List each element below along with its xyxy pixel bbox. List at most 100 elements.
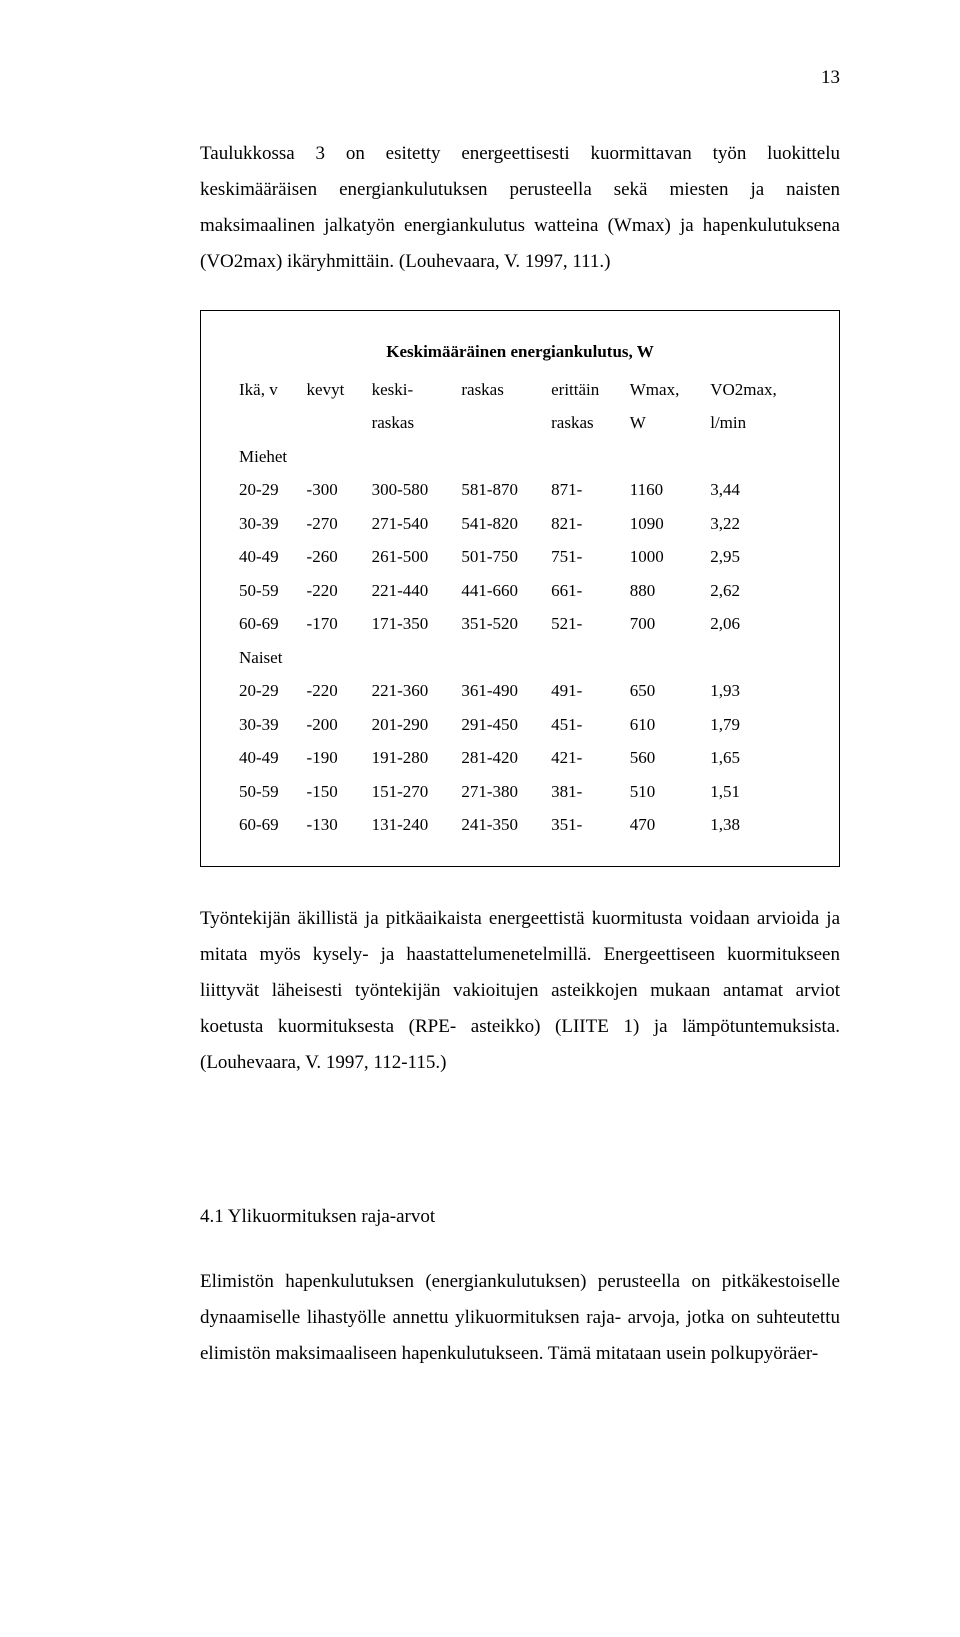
men-cell: 50-59 bbox=[233, 574, 301, 608]
table-header-row-2: raskas raskas W l/min bbox=[233, 406, 807, 440]
women-cell: 1,65 bbox=[704, 741, 807, 775]
women-cell: 271-380 bbox=[455, 775, 545, 809]
men-cell: 541-820 bbox=[455, 507, 545, 541]
hdr-heavy: raskas bbox=[455, 373, 545, 407]
energy-table: Ikä, v kevyt keski- raskas erittäin Wmax… bbox=[233, 373, 807, 842]
women-cell: 421- bbox=[545, 741, 624, 775]
women-cell: 201-290 bbox=[366, 708, 456, 742]
men-row: 20-29-300300-580581-870871-11603,44 bbox=[233, 473, 807, 507]
women-cell: 1,93 bbox=[704, 674, 807, 708]
women-cell: 291-450 bbox=[455, 708, 545, 742]
men-cell: 751- bbox=[545, 540, 624, 574]
women-cell: 1,79 bbox=[704, 708, 807, 742]
men-cell: 2,62 bbox=[704, 574, 807, 608]
men-cell: 501-750 bbox=[455, 540, 545, 574]
women-cell: 1,51 bbox=[704, 775, 807, 809]
hdr-wmax: Wmax, bbox=[624, 373, 704, 407]
men-cell: 871- bbox=[545, 473, 624, 507]
men-cell: 351-520 bbox=[455, 607, 545, 641]
women-cell: 650 bbox=[624, 674, 704, 708]
men-cell: 221-440 bbox=[366, 574, 456, 608]
men-row: 50-59-220221-440441-660661-8802,62 bbox=[233, 574, 807, 608]
women-cell: 281-420 bbox=[455, 741, 545, 775]
hdr-light: kevyt bbox=[301, 373, 366, 407]
paragraph-methods: Työntekijän äkillistä ja pitkäaikaista e… bbox=[200, 901, 840, 1081]
men-cell: 30-39 bbox=[233, 507, 301, 541]
men-cell: 700 bbox=[624, 607, 704, 641]
women-cell: 610 bbox=[624, 708, 704, 742]
men-cell: 661- bbox=[545, 574, 624, 608]
men-cell: -270 bbox=[301, 507, 366, 541]
men-cell: 441-660 bbox=[455, 574, 545, 608]
women-label-row: Naiset bbox=[233, 641, 807, 675]
men-cell: 521- bbox=[545, 607, 624, 641]
women-cell: 151-270 bbox=[366, 775, 456, 809]
paragraph-intro: Taulukkossa 3 on esitetty energeettisest… bbox=[200, 136, 840, 280]
women-cell: 221-360 bbox=[366, 674, 456, 708]
hdr-vo2max: VO2max, bbox=[704, 373, 807, 407]
men-cell: 300-580 bbox=[366, 473, 456, 507]
men-cell: 1090 bbox=[624, 507, 704, 541]
women-row: 30-39-200201-290291-450451-6101,79 bbox=[233, 708, 807, 742]
women-cell: 510 bbox=[624, 775, 704, 809]
men-cell: 261-500 bbox=[366, 540, 456, 574]
page-number: 13 bbox=[200, 60, 840, 96]
men-cell: 2,95 bbox=[704, 540, 807, 574]
men-cell: -300 bbox=[301, 473, 366, 507]
men-cell: 20-29 bbox=[233, 473, 301, 507]
hdr-vo2max-2: l/min bbox=[704, 406, 807, 440]
men-cell: 880 bbox=[624, 574, 704, 608]
women-cell: 241-350 bbox=[455, 808, 545, 842]
women-cell: 491- bbox=[545, 674, 624, 708]
women-cell: 40-49 bbox=[233, 741, 301, 775]
men-cell: 2,06 bbox=[704, 607, 807, 641]
hdr-very: erittäin bbox=[545, 373, 624, 407]
women-cell: -200 bbox=[301, 708, 366, 742]
men-cell: -220 bbox=[301, 574, 366, 608]
women-cell: 560 bbox=[624, 741, 704, 775]
women-cell: 20-29 bbox=[233, 674, 301, 708]
women-cell: 191-280 bbox=[366, 741, 456, 775]
hdr-medium-2: raskas bbox=[366, 406, 456, 440]
women-row: 60-69-130131-240241-350351-4701,38 bbox=[233, 808, 807, 842]
men-cell: -260 bbox=[301, 540, 366, 574]
women-label: Naiset bbox=[233, 641, 807, 675]
women-cell: 30-39 bbox=[233, 708, 301, 742]
women-cell: 131-240 bbox=[366, 808, 456, 842]
men-row: 30-39-270271-540541-820821-10903,22 bbox=[233, 507, 807, 541]
men-cell: 60-69 bbox=[233, 607, 301, 641]
hdr-blank1 bbox=[233, 406, 301, 440]
subheading-4-1: 4.1 Ylikuormituksen raja-arvot bbox=[200, 1199, 840, 1235]
women-cell: -220 bbox=[301, 674, 366, 708]
women-cell: 1,38 bbox=[704, 808, 807, 842]
table-title: Keskimääräinen energiankulutus, W bbox=[233, 339, 807, 365]
women-cell: 361-490 bbox=[455, 674, 545, 708]
women-row: 50-59-150151-270271-380381-5101,51 bbox=[233, 775, 807, 809]
women-cell: 451- bbox=[545, 708, 624, 742]
men-cell: 3,44 bbox=[704, 473, 807, 507]
women-row: 40-49-190191-280281-420421-5601,65 bbox=[233, 741, 807, 775]
women-cell: 351- bbox=[545, 808, 624, 842]
men-row: 40-49-260261-500501-750751-10002,95 bbox=[233, 540, 807, 574]
women-cell: 50-59 bbox=[233, 775, 301, 809]
hdr-wmax-2: W bbox=[624, 406, 704, 440]
women-cell: -190 bbox=[301, 741, 366, 775]
women-cell: 60-69 bbox=[233, 808, 301, 842]
women-cell: -130 bbox=[301, 808, 366, 842]
men-cell: 171-350 bbox=[366, 607, 456, 641]
hdr-medium: keski- bbox=[366, 373, 456, 407]
hdr-very-2: raskas bbox=[545, 406, 624, 440]
women-cell: 470 bbox=[624, 808, 704, 842]
hdr-blank3 bbox=[455, 406, 545, 440]
hdr-blank2 bbox=[301, 406, 366, 440]
hdr-age: Ikä, v bbox=[233, 373, 301, 407]
energy-table-container: Keskimääräinen energiankulutus, W Ikä, v… bbox=[200, 310, 840, 867]
men-cell: 40-49 bbox=[233, 540, 301, 574]
paragraph-thresholds: Elimistön hapenkulutuksen (energiankulut… bbox=[200, 1264, 840, 1372]
men-cell: 271-540 bbox=[366, 507, 456, 541]
men-cell: 821- bbox=[545, 507, 624, 541]
women-row: 20-29-220221-360361-490491-6501,93 bbox=[233, 674, 807, 708]
table-header-row-1: Ikä, v kevyt keski- raskas erittäin Wmax… bbox=[233, 373, 807, 407]
men-cell: -170 bbox=[301, 607, 366, 641]
men-row: 60-69-170171-350351-520521-7002,06 bbox=[233, 607, 807, 641]
